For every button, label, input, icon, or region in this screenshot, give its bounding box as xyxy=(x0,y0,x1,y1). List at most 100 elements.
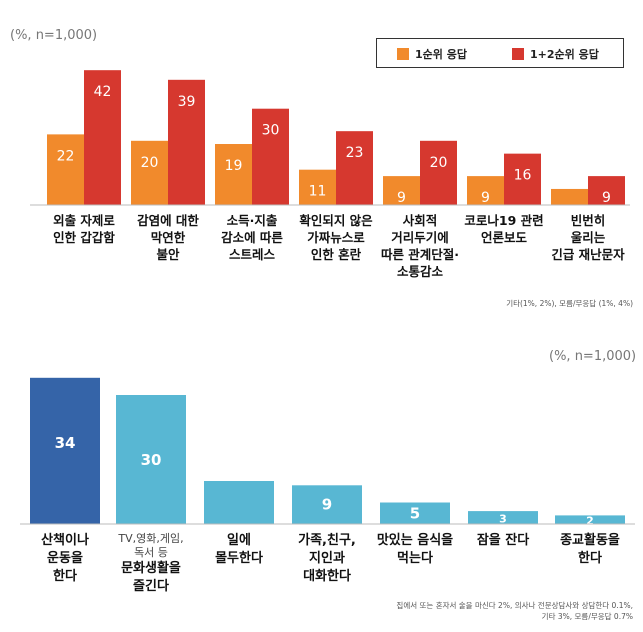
category-label-line: 소통감소 xyxy=(396,264,443,279)
bar-first-second-rank xyxy=(252,108,289,205)
category-label-line: 맛있는 음식을 xyxy=(376,533,454,548)
bar-value-label: 9 xyxy=(602,190,611,206)
bar-first-rank xyxy=(467,176,504,205)
category-label-line: 울리는 xyxy=(570,230,606,245)
bar xyxy=(116,395,186,524)
bar-first-second-rank xyxy=(168,79,205,205)
bar-first-second-rank xyxy=(504,153,541,205)
category-label-line: 운동을 xyxy=(47,551,83,566)
category-label-line: 빈번히 xyxy=(570,213,606,228)
category-label-line: 소득·지출 xyxy=(226,213,278,228)
bar xyxy=(30,377,100,524)
category-label-line: 가짜뉴스로 xyxy=(307,230,365,245)
bar xyxy=(380,502,450,524)
bar-value-label: 30 xyxy=(141,451,162,469)
category-sublabel: TV,영화,게임, xyxy=(118,532,184,545)
category-label-line: 언론보도 xyxy=(480,230,527,245)
bar xyxy=(555,515,625,524)
chart2-note-line: 집에서 또는 혼자서 술을 마신다 2%, 의사나 전문상담사와 상담한다 0.… xyxy=(396,601,633,610)
category-label: 잠을 잔다 xyxy=(452,532,554,550)
category-label-line: 잠을 잔다 xyxy=(476,533,530,548)
category-label-line: 감소에 따른 xyxy=(221,230,283,245)
category-label: 사회적 거리두기에 따른 관계단절· 소통감소 xyxy=(369,212,471,280)
bar-value-label: 42 xyxy=(94,84,112,100)
chart1-unit-label: (%, n=1,000) xyxy=(10,28,98,43)
category-sublabel: 독서 등 xyxy=(134,546,168,559)
bar-value-label: 9 xyxy=(322,496,332,514)
bar-value-label: 5 xyxy=(565,203,574,210)
chart2-note-line: 기타 3%, 모름/무응답 0.7% xyxy=(541,612,633,621)
category-label-line: 한다 xyxy=(578,551,602,566)
category-label-line: 먹는다 xyxy=(397,551,433,566)
category-label-line: 확인되지 않은 xyxy=(299,213,373,228)
bar xyxy=(292,485,362,524)
chart2-note: 집에서 또는 혼자서 술을 마신다 2%, 의사나 전문상담사와 상담한다 0.… xyxy=(213,600,633,622)
category-label-line: 몰두한다 xyxy=(215,551,263,566)
bar-value-label: 11 xyxy=(309,184,327,200)
category-label-line: 가족,친구, xyxy=(298,533,356,548)
category-label-line: 긴급 재난문자 xyxy=(551,247,625,262)
bar-value-label: 3 xyxy=(499,513,507,526)
bar-value-label: 16 xyxy=(514,168,532,184)
legend-swatch-orange xyxy=(397,48,409,60)
bar-value-label: 2 xyxy=(586,515,594,528)
category-label-line: 막연한 xyxy=(150,230,186,245)
category-label-line: 대화한다 xyxy=(303,569,351,584)
category-label-line: 산책이나 xyxy=(41,533,89,548)
legend-label: 1순위 응답 xyxy=(415,48,467,61)
bar-first-rank xyxy=(131,140,168,205)
bar-first-rank xyxy=(215,144,252,205)
bar-first-second-rank xyxy=(420,140,457,205)
legend-label: 1+2순위 응답 xyxy=(530,48,599,61)
category-label-line: 코로나19 관련 xyxy=(464,213,544,228)
bar-first-second-rank xyxy=(84,70,121,206)
bar-value-label: 30 xyxy=(262,123,280,139)
bar-value-label: 9 xyxy=(481,190,490,206)
bar-first-rank xyxy=(383,176,420,205)
bar-value-label: 5 xyxy=(410,504,420,522)
category-label-line: 일에 xyxy=(227,533,251,548)
legend-item-first-rank: 1순위 응답 xyxy=(397,46,467,62)
chart1-note: 기타(1%, 2%), 모름/무응답 (1%, 4%) xyxy=(506,299,633,308)
category-label-line: 따른 관계단절· xyxy=(380,247,460,262)
category-label-line: 외출 자제로 xyxy=(53,213,115,228)
chart1-legend: 1순위 응답 1+2순위 응답 xyxy=(376,38,624,68)
bar-value-label: 20 xyxy=(430,155,448,171)
bar-value-label: 39 xyxy=(178,94,196,110)
bar-first-second-rank xyxy=(336,131,373,205)
category-label-line: 즐긴다 xyxy=(133,579,169,594)
bar-value-label: 20 xyxy=(141,155,159,171)
bar-value-label: 23 xyxy=(346,145,364,161)
bar-value-label: 9 xyxy=(397,190,406,206)
chart1-plot: 22 20 19 11 9 9 5 42 39 30 23 20 16 9 xyxy=(30,70,630,210)
category-label-line: 지인과 xyxy=(309,551,345,566)
bar xyxy=(468,511,538,524)
category-label-line: 종교활동을 xyxy=(560,533,620,548)
category-label-line: 인한 갑갑함 xyxy=(53,230,115,245)
category-label-line: 문화생활을 xyxy=(121,561,181,576)
bar-first-rank xyxy=(47,134,84,205)
legend-item-first-second-rank: 1+2순위 응답 xyxy=(512,46,599,62)
category-label-line: 인한 혼란 xyxy=(310,247,362,262)
bar-first-second-rank xyxy=(588,176,625,205)
bar-first-rank xyxy=(299,169,336,205)
category-label-line: 스트레스 xyxy=(228,247,275,262)
chart2-plot: 3430109532 xyxy=(20,377,635,528)
category-label-line: 불안 xyxy=(156,247,180,262)
bar xyxy=(204,481,274,524)
chart2-unit-label: (%, n=1,000) xyxy=(549,349,637,364)
category-label-line: 한다 xyxy=(53,569,77,584)
category-label-line: 감염에 대한 xyxy=(137,213,199,228)
